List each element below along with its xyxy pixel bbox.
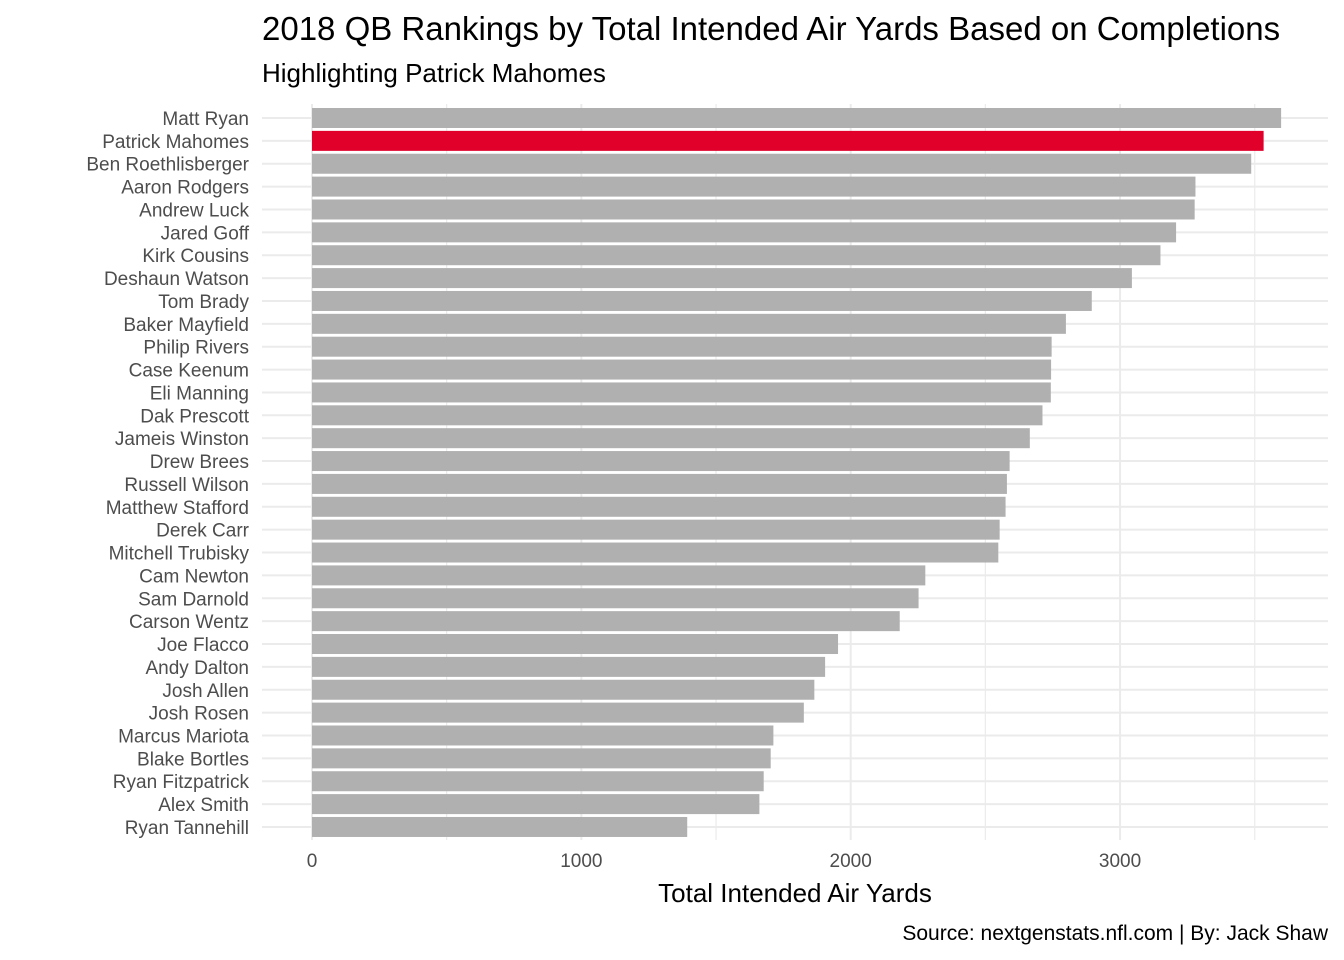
bar [312,428,1030,449]
y-tick-label: Matt Ryan [162,109,249,130]
bar [312,245,1161,266]
y-tick-label: Carson Wentz [129,612,249,633]
bar [312,679,815,700]
bar [312,588,919,609]
bar [312,199,1195,220]
bar [312,359,1052,380]
y-tick-label: Ryan Fitzpatrick [113,772,250,793]
bar [312,451,1010,472]
y-tick-label: Derek Carr [156,521,250,542]
bar [312,336,1052,357]
y-tick-label: Cam Newton [139,566,249,587]
bar [312,176,1196,197]
bar [312,771,764,792]
bar [312,611,900,632]
y-tick-label: Mitchell Trubisky [109,544,250,565]
x-tick-label: 0 [307,851,318,872]
y-tick-label: Deshaun Watson [104,269,249,290]
y-tick-label: Sam Darnold [138,589,249,610]
bar [312,542,999,563]
chart-caption: Source: nextgenstats.nfl.com | By: Jack … [902,922,1328,945]
y-tick-label: Josh Rosen [149,704,249,725]
x-tick-label: 3000 [1099,851,1141,872]
bar [312,748,771,769]
bar [312,222,1177,243]
bar [312,382,1051,403]
bar [312,725,774,746]
y-tick-label: Ben Roethlisberger [86,155,249,176]
y-tick-label: Andrew Luck [139,200,249,221]
bar [312,702,804,723]
y-tick-label: Andy Dalton [145,658,249,679]
bar [312,496,1006,517]
y-tick-label: Dak Prescott [140,406,249,427]
y-tick-label: Ryan Tannehill [125,818,249,839]
bar [312,473,1007,494]
y-tick-label: Drew Brees [150,452,249,473]
y-tick-label: Tom Brady [158,292,249,313]
y-tick-label: Alex Smith [158,795,249,816]
y-tick-label: Jameis Winston [115,429,249,450]
y-tick-label: Blake Bortles [137,749,249,770]
y-tick-label: Matthew Stafford [106,498,249,519]
bar [312,130,1264,151]
chart-title: 2018 QB Rankings by Total Intended Air Y… [262,10,1281,47]
y-tick-label: Patrick Mahomes [102,132,249,153]
y-tick-label: Joe Flacco [157,635,249,656]
y-tick-label: Russell Wilson [124,475,249,496]
y-tick-label: Philip Rivers [143,338,249,359]
x-tick-label: 1000 [560,851,602,872]
chart-subtitle: Highlighting Patrick Mahomes [262,58,606,88]
y-tick-label: Jared Goff [161,223,250,244]
x-axis-label: Total Intended Air Yards [658,878,932,908]
y-tick-label: Aaron Rodgers [121,178,249,199]
y-tick-label: Eli Manning [150,383,249,404]
bar [312,565,926,586]
y-tick-label: Kirk Cousins [142,246,249,267]
bar [312,108,1282,128]
y-tick-label: Josh Allen [162,681,249,702]
bar [312,816,688,837]
bar [312,268,1132,289]
bar [312,519,1000,540]
bar [312,405,1043,426]
bar [312,794,760,815]
y-tick-label: Baker Mayfield [123,315,249,336]
y-tick-label: Marcus Mariota [118,726,249,747]
x-tick-label: 2000 [830,851,872,872]
bar [312,656,826,677]
bar [312,290,1092,311]
y-tick-label: Case Keenum [129,361,249,382]
bar [312,313,1066,334]
bar [312,634,839,655]
bar [312,153,1252,174]
